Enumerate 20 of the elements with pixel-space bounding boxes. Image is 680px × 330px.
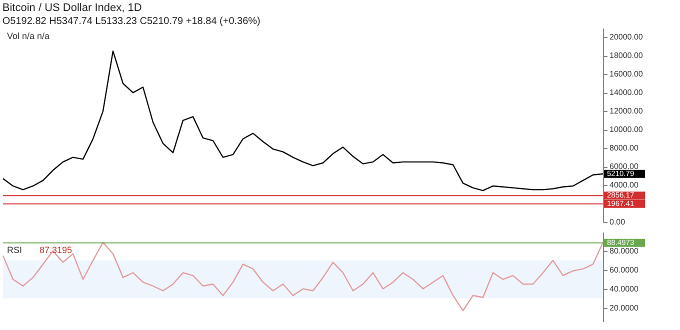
chart-title: Bitcoin / US Dollar Index, 1D [2,2,142,14]
line-series [2,242,604,312]
y-tick-label: 20.0000 [610,303,639,312]
y-tick-label: 8000.00 [610,144,639,153]
y-tick-label: 10000.00 [610,125,644,134]
y-tick-label: 80.0000 [610,246,639,256]
y-tick-label: 14000.00 [610,88,644,98]
y-tick-label: 4000.00 [610,180,639,190]
y-tick-label: 6000.00 [610,162,639,172]
annotation: Vol n/a n/a [7,31,50,41]
y-tick-label: 16000.00 [610,70,644,79]
annotation: 87.3195 [40,245,72,255]
y-tick-label: 40.0000 [610,284,639,294]
annotation: RSI [7,245,22,255]
y-tick-label: 60.0000 [610,265,639,274]
y-tick-label: 18000.00 [610,51,644,60]
y-tick-label: 12000.00 [610,106,644,116]
y-tick-label: 20000.00 [610,32,644,42]
y-tick-label: 0.00 [610,218,626,226]
chart-subtitle: O5192.82 H5347.74 L5133.23 C5210.79 +18.84 (+0.36%) [2,16,260,27]
